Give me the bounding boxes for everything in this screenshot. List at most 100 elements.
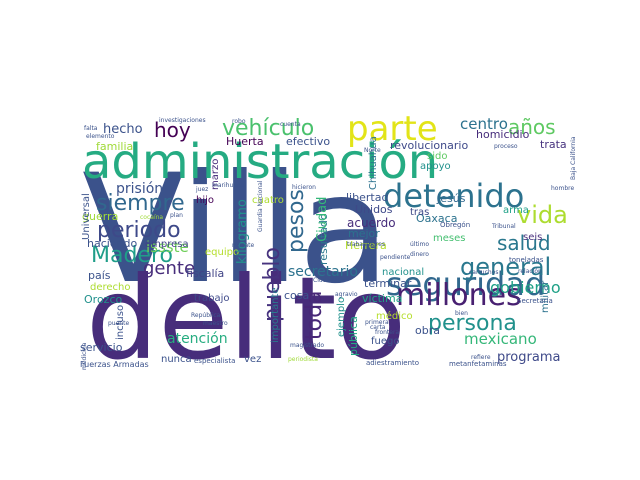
word: periodista	[288, 356, 318, 363]
word: elemento	[86, 133, 115, 140]
word: magistrado	[290, 342, 325, 349]
word: familia	[96, 140, 134, 153]
word: víctima	[362, 292, 403, 305]
word: arma	[503, 205, 529, 216]
word: Ciudad	[315, 196, 330, 242]
word: hicieron	[292, 184, 316, 191]
word: cocaína	[140, 214, 164, 221]
word: vehículo	[222, 116, 315, 141]
word: cartuchos	[469, 269, 499, 276]
word: persona	[428, 311, 517, 336]
word: Ciudadano	[313, 277, 346, 284]
word: maestro	[203, 320, 228, 327]
word: investigaciones	[159, 117, 206, 124]
word: trata	[540, 138, 567, 151]
word: último	[410, 241, 430, 248]
word: República	[191, 312, 221, 319]
word: toneladas	[509, 256, 544, 264]
word: secretario	[288, 264, 358, 280]
word: salud	[497, 231, 551, 255]
word: carta	[370, 324, 386, 331]
word: robo	[232, 118, 246, 125]
word: refiere	[471, 354, 491, 361]
word: mejor	[348, 227, 380, 240]
word: Obregón	[440, 221, 471, 229]
word: relación	[518, 268, 542, 275]
word: pesos	[284, 189, 309, 253]
word: siempre	[96, 191, 185, 216]
word: hijo	[196, 195, 215, 206]
word: juez	[196, 186, 209, 193]
word: sido	[427, 151, 448, 162]
word: programa	[497, 350, 561, 365]
word: cuatro	[252, 195, 284, 206]
word: hoy	[154, 118, 191, 142]
word: centro	[460, 115, 508, 133]
word: servicio	[80, 341, 123, 354]
word: guerra	[82, 210, 119, 223]
word: medicina	[81, 342, 88, 370]
word: periodo	[97, 218, 181, 243]
word: falta	[84, 125, 98, 132]
word: Norte	[364, 147, 381, 154]
word: Guardia Nacional	[257, 180, 264, 233]
word: fuego	[371, 336, 400, 347]
word: primera	[365, 319, 389, 326]
word: Herrera	[345, 239, 387, 252]
word: gente	[143, 258, 196, 279]
word: empresa	[145, 239, 189, 250]
word: Chihuahua	[368, 136, 379, 190]
word: vez	[244, 354, 262, 365]
word: Orozco	[84, 293, 123, 306]
word: Secretaría	[517, 297, 553, 305]
word: detenido	[383, 177, 525, 215]
word: hombre	[551, 185, 575, 192]
word: Fuerzas Armadas	[80, 360, 149, 369]
word: equipo	[205, 247, 240, 258]
word: tras	[410, 207, 430, 218]
word: metanfetaminas	[449, 360, 507, 368]
word: Oaxaca	[416, 212, 458, 225]
word: terminar	[364, 277, 412, 290]
word: médico	[376, 311, 413, 322]
word: delito	[86, 252, 407, 385]
word: trabajadores	[347, 241, 385, 248]
word: issste	[146, 238, 189, 256]
word: pendiente	[380, 254, 411, 261]
word: bien	[455, 310, 468, 317]
word: homicidio	[476, 128, 530, 141]
word: general	[460, 253, 552, 281]
word: frontera	[375, 329, 400, 336]
word: vida	[517, 201, 568, 229]
word: marihuana	[212, 182, 245, 189]
word: proceso	[494, 143, 518, 150]
word: toda	[302, 290, 327, 340]
word: agravio	[335, 291, 358, 298]
word: mexicano	[464, 330, 537, 348]
word: cuenta	[280, 121, 301, 128]
word: gobierno	[490, 278, 561, 297]
word: seis	[523, 232, 543, 243]
word: importante	[270, 287, 281, 343]
word: Huerta	[226, 135, 264, 148]
word: pública	[347, 316, 360, 356]
word: fiscalía	[186, 267, 225, 280]
word: atención	[167, 331, 228, 347]
word: años	[508, 115, 556, 139]
word: hecho	[103, 122, 143, 137]
word: ejemplo	[336, 296, 347, 337]
word: Unidos	[355, 203, 393, 216]
word: efectivo	[286, 135, 331, 148]
word: especialista	[194, 357, 236, 365]
word: derecho	[90, 282, 131, 293]
word: Villa	[82, 143, 390, 317]
word: nunca	[161, 354, 192, 365]
word: seguridad	[386, 265, 546, 303]
word: dinero	[410, 251, 429, 258]
word: Baja California	[570, 136, 577, 180]
word: Tribunal	[492, 223, 516, 230]
word: país	[88, 269, 111, 282]
word: revolucionario	[390, 139, 469, 152]
word: millones	[396, 278, 522, 313]
